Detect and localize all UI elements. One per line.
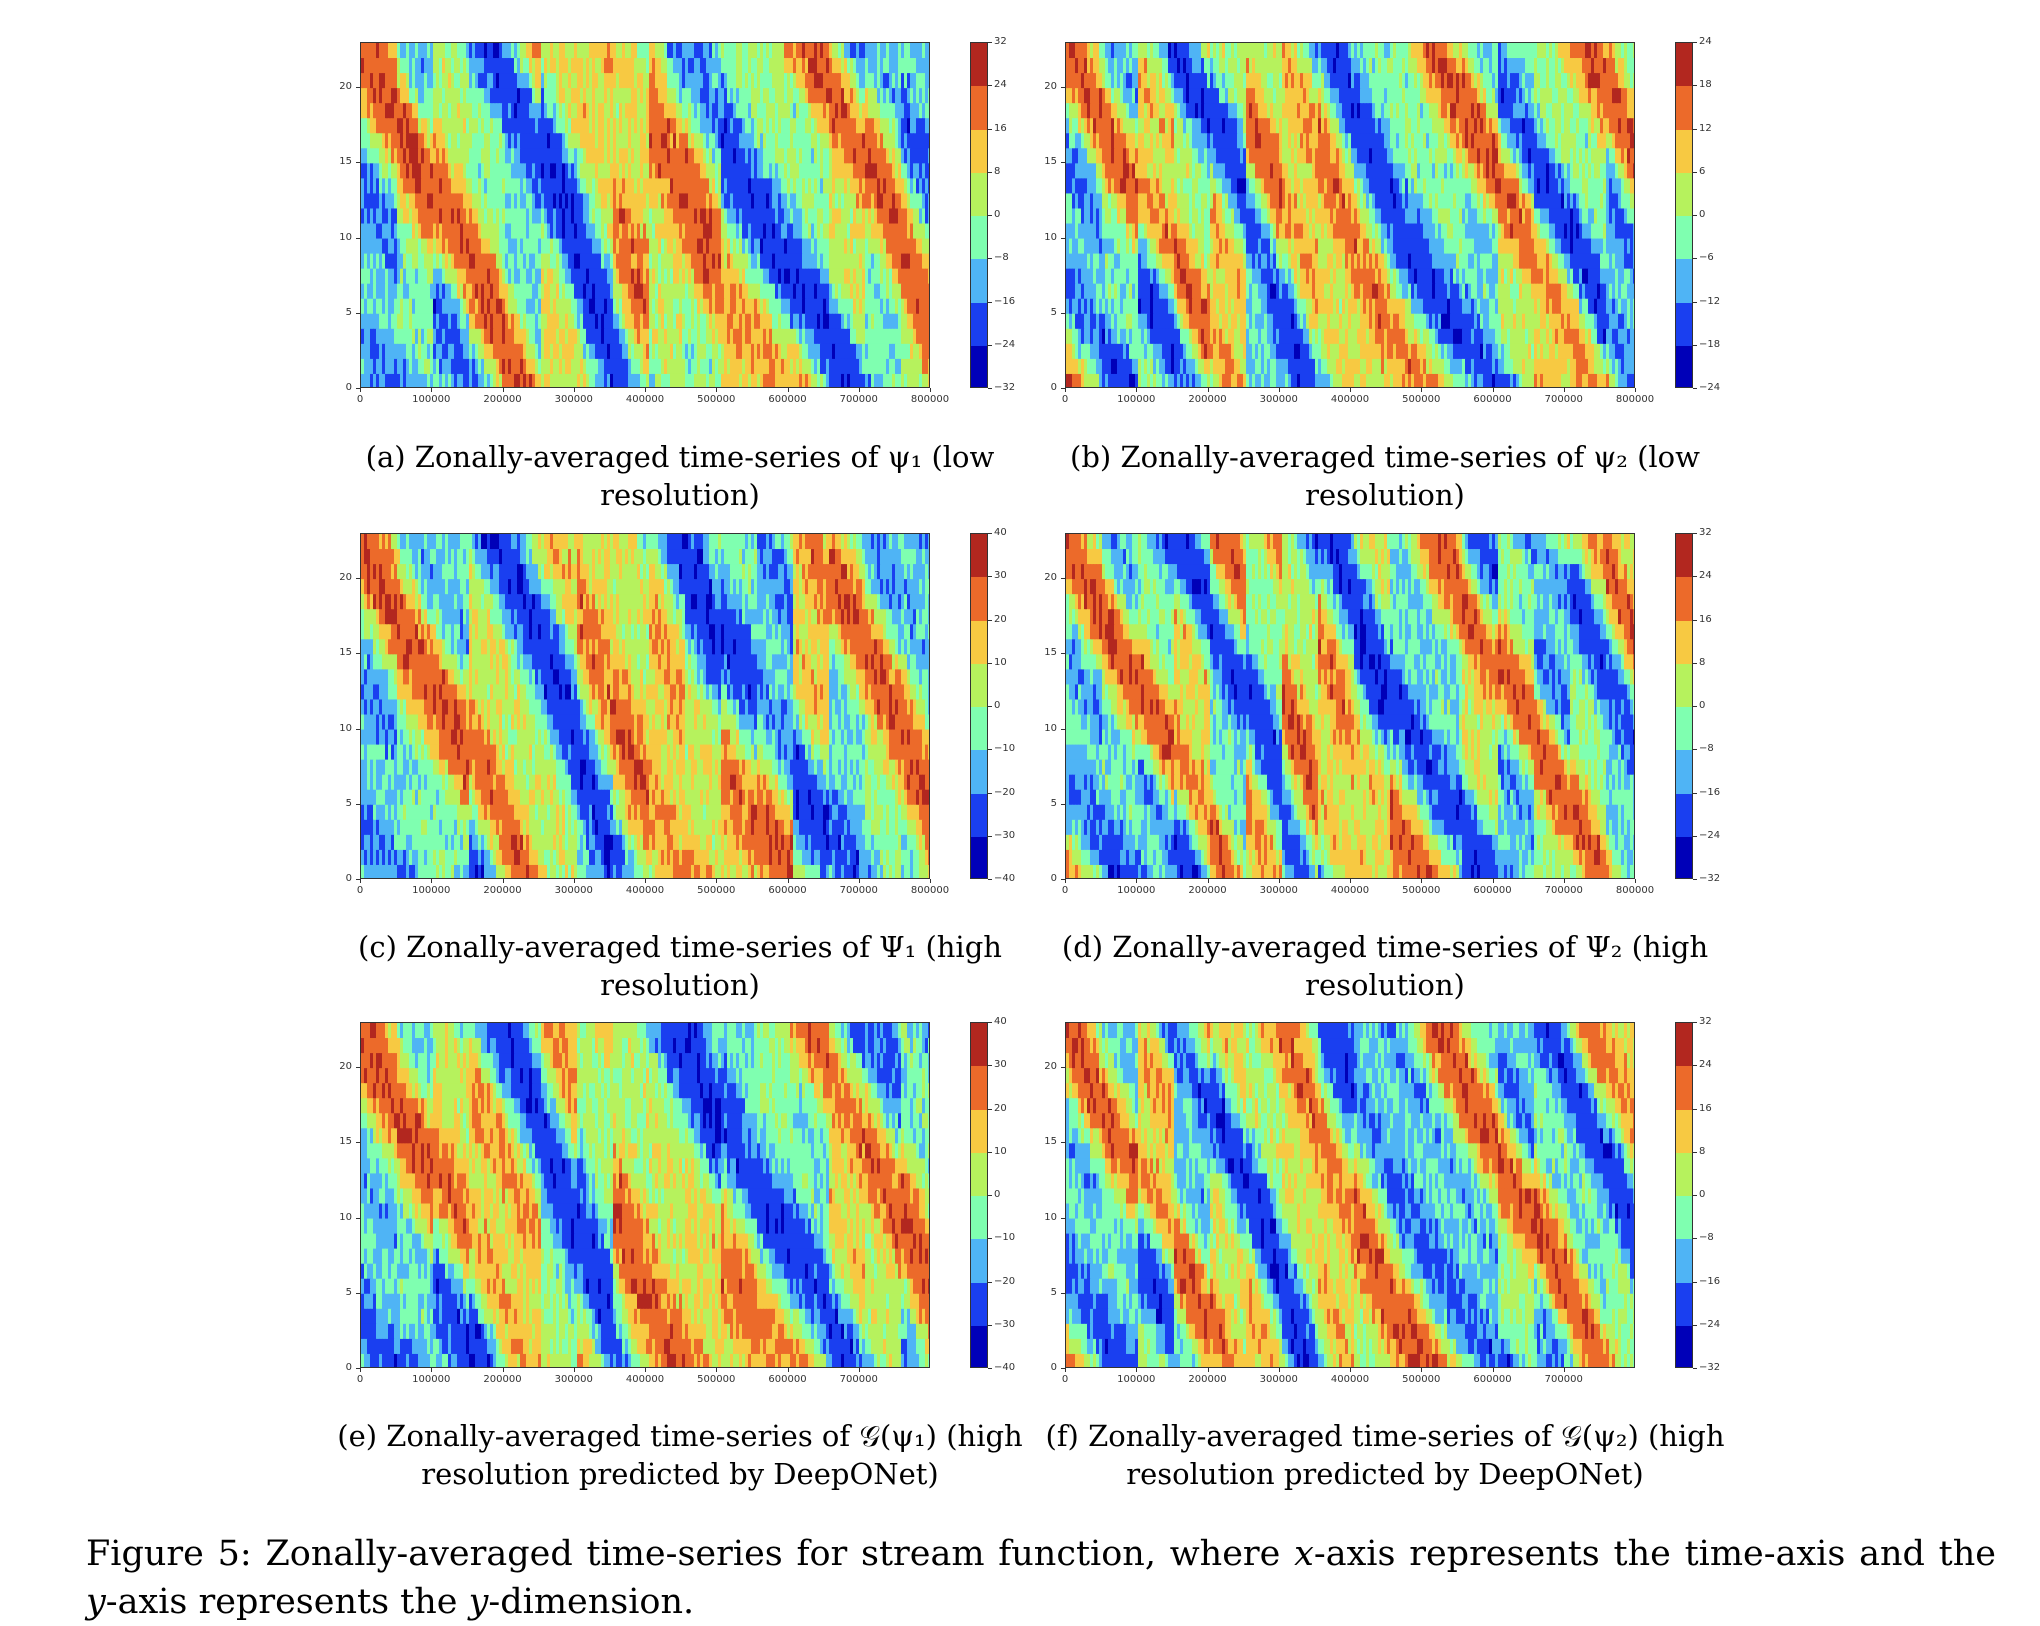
- colorbar-segment: [971, 130, 987, 173]
- heatmap-cell: [928, 359, 930, 375]
- x-tick-mark: [859, 388, 860, 392]
- colorbar-tick-mark: [988, 172, 992, 173]
- y-tick-label: 10: [322, 232, 352, 244]
- heatmap-cell: [928, 299, 930, 315]
- colorbar-tick-label: 24: [994, 79, 1007, 91]
- heatmap-cell: [928, 329, 930, 345]
- heatmap-svg-a: [361, 43, 930, 388]
- x-tick-mark: [716, 388, 717, 392]
- y-tick-label: 5: [322, 307, 352, 319]
- x-tick-label: 400000: [626, 394, 664, 406]
- colorbar-tick-label: 32: [994, 36, 1007, 48]
- x-tick-mark: [788, 388, 789, 392]
- y-tick-label: 15: [322, 156, 352, 168]
- x-tick-mark: [645, 388, 646, 392]
- colorbar-tick-label: 16: [994, 123, 1007, 135]
- heatmap-cell: [928, 269, 930, 285]
- heatmap-b: [1065, 42, 1635, 388]
- x-tick-label: 600000: [768, 394, 806, 406]
- x-tick-label: 800000: [911, 394, 949, 406]
- colorbar-segment: [971, 86, 987, 129]
- colorbar-tick-mark: [988, 85, 992, 86]
- heatmap-cell: [928, 284, 930, 300]
- x-tick-label: 500000: [697, 394, 735, 406]
- y-tick-label: 0: [322, 382, 352, 394]
- heatmap-a: [360, 42, 930, 388]
- heatmap-cell: [928, 58, 930, 74]
- colorbar-tick-label: −32: [994, 382, 1015, 394]
- colorbar-tick-label: −8: [994, 252, 1009, 264]
- colorbar-segment: [971, 173, 987, 216]
- colorbar-tick-mark: [988, 129, 992, 130]
- heatmap-cell: [928, 73, 930, 89]
- heatmap-cell: [928, 239, 930, 255]
- colorbar-tick-label: 0: [994, 209, 1000, 221]
- x-tick-mark: [431, 388, 432, 392]
- colorbar-tick-mark: [988, 388, 992, 389]
- x-tick-mark: [360, 388, 361, 392]
- colorbar-tick-label: 8: [994, 166, 1000, 178]
- y-tick-mark: [356, 162, 360, 163]
- y-tick-mark: [356, 87, 360, 88]
- colorbar-tick-mark: [988, 42, 992, 43]
- colorbar-tick-label: −24: [994, 339, 1015, 351]
- heatmap-cell: [1633, 43, 1635, 59]
- colorbar-tick-mark: [988, 215, 992, 216]
- heatmap-cell: [928, 178, 930, 194]
- x-tick-label: 700000: [840, 394, 878, 406]
- heatmap-cell: [928, 224, 930, 240]
- heatmap-cell: [928, 344, 930, 360]
- x-tick-label: 300000: [555, 394, 593, 406]
- heatmap-cell: [928, 103, 930, 119]
- x-tick-mark: [574, 388, 575, 392]
- heatmap-cell: [928, 118, 930, 134]
- colorbar-tick-mark: [988, 345, 992, 346]
- heatmap-cell: [928, 163, 930, 179]
- x-tick-label: 200000: [483, 394, 521, 406]
- heatmap-cell: [928, 133, 930, 149]
- colorbar-segment: [971, 259, 987, 302]
- heatmap-cell: [928, 193, 930, 209]
- colorbar-tick-label: −16: [994, 296, 1015, 308]
- y-tick-mark: [356, 313, 360, 314]
- heatmap-cell: [928, 314, 930, 330]
- colorbar-tick-mark: [988, 258, 992, 259]
- colorbar-tick-mark: [988, 302, 992, 303]
- y-tick-mark: [356, 238, 360, 239]
- x-tick-mark: [930, 388, 931, 392]
- heatmap-svg-b: [1066, 43, 1635, 388]
- heatmap-cell: [928, 43, 930, 59]
- heatmap-cell: [928, 88, 930, 104]
- heatmap-cell: [1633, 58, 1635, 74]
- heatmap-cell: [928, 148, 930, 164]
- y-tick-label: 20: [322, 81, 352, 93]
- x-tick-mark: [503, 388, 504, 392]
- heatmap-cell: [928, 374, 930, 388]
- x-tick-label: 0: [357, 394, 363, 406]
- colorbar-segment: [971, 216, 987, 259]
- colorbar-a: [970, 42, 988, 388]
- heatmap-cell: [928, 208, 930, 224]
- x-tick-label: 100000: [412, 394, 450, 406]
- colorbar-segment: [971, 303, 987, 346]
- colorbar-segment: [971, 346, 987, 388]
- colorbar-segment: [971, 43, 987, 86]
- heatmap-cell: [928, 254, 930, 270]
